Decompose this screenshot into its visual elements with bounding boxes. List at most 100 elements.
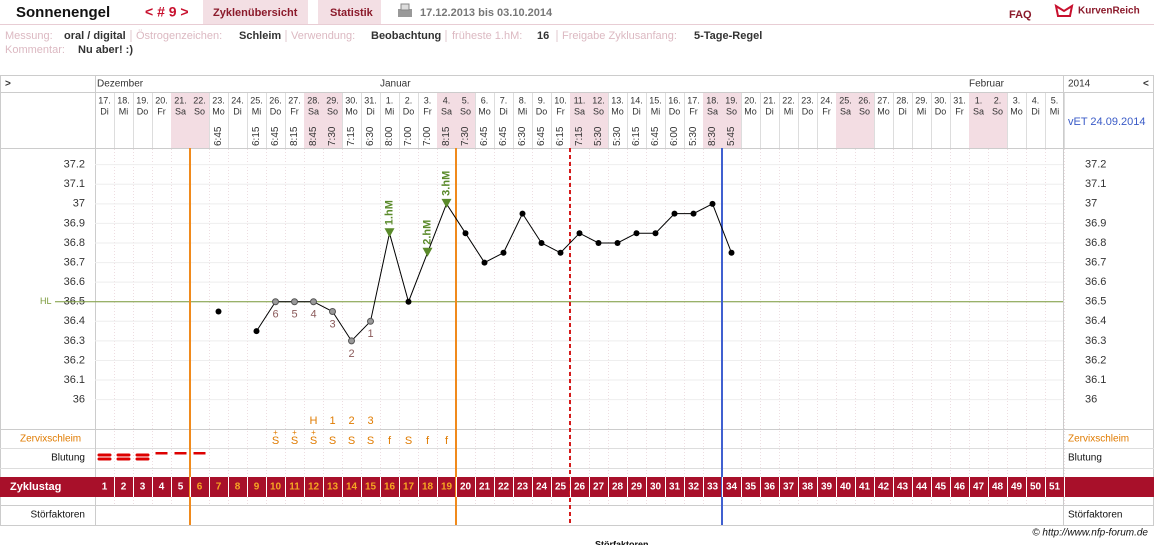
temperature-point: [215, 308, 222, 315]
hm-label: 2.hM: [421, 220, 433, 245]
user-name: Sonnenengel: [16, 4, 110, 21]
tab-label[interactable]: Statistik: [330, 7, 374, 19]
weekday-label: Mi: [784, 106, 794, 116]
cycle-day: 9: [254, 482, 260, 493]
cycle-day: 25: [555, 482, 567, 493]
tab[interactable]: [318, 0, 381, 24]
date-label: 1.: [975, 95, 983, 105]
y-tick-label: 36.3: [64, 335, 85, 347]
count-label: 5: [291, 309, 297, 321]
date-label: 14.: [630, 95, 643, 105]
cycle-day: 35: [745, 482, 757, 493]
time-label: 7:30: [460, 126, 471, 146]
y-tick-label: 36.3: [1085, 335, 1106, 347]
temperature-line: [256, 202, 732, 342]
y-tick-label: 36: [1085, 394, 1097, 406]
weekday-label: Do: [802, 106, 814, 116]
date-label: 11.: [574, 95, 586, 105]
cycle-nav[interactable]: < # 9 >: [145, 4, 189, 20]
cycle-day: 17: [403, 482, 415, 493]
cycle-day: 39: [821, 482, 833, 493]
cycle-day: 48: [992, 482, 1004, 493]
weekday-label: So: [194, 106, 205, 116]
date-label: 4.: [443, 95, 451, 105]
time-label: 6:45: [498, 126, 509, 146]
row-label: Blutung: [1068, 453, 1102, 464]
peak-label: 2: [348, 415, 354, 427]
date-label: 21.: [763, 95, 776, 105]
nav-next[interactable]: <: [1143, 79, 1149, 90]
y-tick-label: 36.8: [64, 237, 85, 249]
date-label: 26.: [269, 95, 282, 105]
weekday-label: Mi: [518, 106, 528, 116]
date-label: 16.: [668, 95, 681, 105]
weekend-cell: [437, 93, 456, 148]
cycle-day: 43: [897, 482, 909, 493]
counted-point: [291, 298, 298, 306]
weekday-label: Fr: [955, 106, 964, 116]
time-label: 7:30: [327, 126, 338, 146]
weekday-label: Mo: [478, 106, 491, 116]
bleeding-mark: [97, 457, 112, 461]
time-label: 7:00: [422, 126, 433, 146]
nav-prev[interactable]: >: [5, 79, 11, 90]
hm-label: 1.hM: [383, 200, 395, 225]
temperature-point: [462, 230, 469, 237]
temperature-point: [671, 210, 678, 217]
weekend-cell: [703, 93, 722, 148]
tab-label[interactable]: Zyklenübersicht: [213, 7, 298, 19]
date-label: 31.: [364, 95, 377, 105]
date-label: 5.: [462, 95, 470, 105]
weekday-label: Fr: [290, 106, 299, 116]
hm-point: [441, 198, 452, 208]
weekday-label: Fr: [157, 106, 166, 116]
date-label: 22.: [193, 95, 206, 105]
cycle-day: 33: [707, 482, 719, 493]
month-label: Januar: [380, 79, 411, 90]
cycle-day: 2: [121, 482, 127, 493]
cycle-day: 32: [688, 482, 700, 493]
weekday-label: So: [992, 106, 1003, 116]
mucus-symbol: S: [272, 435, 279, 447]
weekday-label: Mi: [1050, 106, 1060, 116]
date-label: 19.: [725, 95, 738, 105]
weekend-cell: [456, 93, 475, 148]
y-tick-label: 37.2: [64, 159, 85, 171]
temperature-point: [500, 249, 507, 256]
peak-label: H: [310, 415, 318, 427]
y-tick-label: 36.8: [1085, 237, 1106, 249]
date-label: 13.: [611, 95, 624, 105]
cycle-day: 50: [1030, 482, 1042, 493]
info-value: Schleim: [239, 30, 281, 42]
cycle-day: 16: [384, 482, 396, 493]
cycle-day: 41: [859, 482, 871, 493]
time-label: 5:45: [726, 126, 737, 146]
bleeding-mark: [97, 453, 112, 457]
y-tick-label: 37: [73, 198, 85, 210]
weekday-label: Sa: [574, 106, 585, 116]
cycle-day-bar: [0, 477, 1154, 497]
print-icon[interactable]: [398, 3, 412, 17]
row-label: Störfaktoren: [1068, 510, 1122, 521]
info-label: Verwendung:: [291, 30, 355, 42]
weekday-label: Di: [632, 106, 641, 116]
bleeding-mark: [155, 452, 168, 455]
weekend-cell: [190, 93, 209, 148]
date-label: 9.: [538, 95, 546, 105]
cycle-day: 11: [289, 482, 300, 493]
weekday-label: Di: [1031, 106, 1040, 116]
info-label: früheste 1.hM:: [452, 30, 522, 42]
cycle-day: 1: [102, 482, 108, 493]
weekday-label: Do: [270, 106, 282, 116]
date-label: 27.: [877, 95, 890, 105]
counted-point: [329, 308, 336, 316]
faq-link[interactable]: FAQ: [1009, 9, 1032, 21]
date-label: 5.: [1051, 95, 1059, 105]
weekday-label: Sa: [973, 106, 984, 116]
tab[interactable]: [203, 0, 308, 24]
cycle-day: 34: [726, 482, 738, 493]
weekday-label: Mo: [212, 106, 225, 116]
counted-point: [367, 317, 374, 325]
mucus-plus: +: [292, 428, 297, 437]
